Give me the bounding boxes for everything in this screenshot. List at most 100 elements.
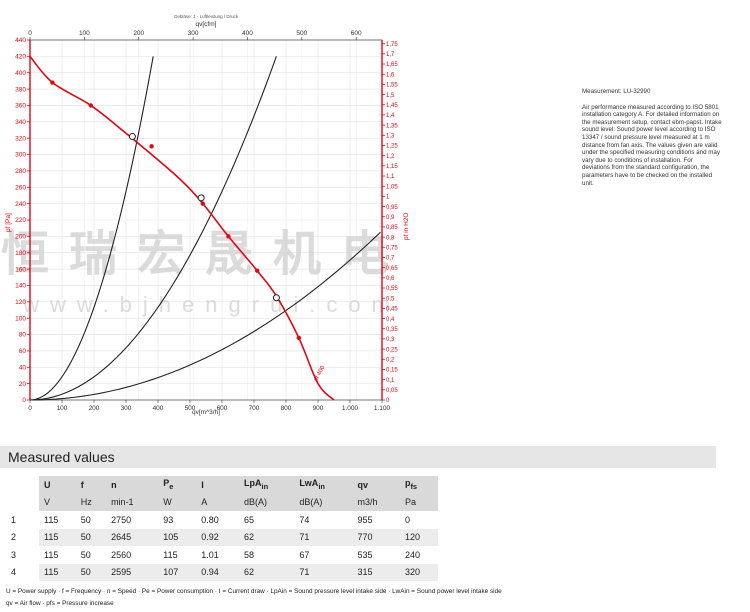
- table-cell: 2750: [111, 514, 132, 525]
- bottom-tick-label: 400: [153, 405, 164, 412]
- bottom-tick-label: 100: [57, 405, 68, 412]
- watermark-chinese: 恒瑞宏晟机电: [1, 226, 409, 282]
- left-tick-label: 20: [19, 381, 27, 388]
- table-row: 1 115 50 2750 93 0.80 65 74 955 0: [6, 511, 438, 529]
- table-cell: 955: [357, 514, 373, 525]
- left-tick-label: 120: [15, 299, 26, 306]
- left-tick-label: 240: [15, 201, 26, 208]
- table-cell: A: [196, 493, 239, 511]
- right-tick-label: 1,35: [386, 123, 398, 129]
- table-cell: 4: [6, 563, 39, 581]
- table-row: 4 115 50 2595 107 0.94 62 71 315 320: [6, 563, 438, 581]
- table-cell: 115: [39, 528, 76, 546]
- right-tick-label: 0,8: [386, 235, 395, 241]
- top-tick-label: 600: [351, 30, 362, 37]
- bottom-axis-title: qv[m^3/h]: [192, 409, 220, 416]
- grid-lines: [29, 39, 383, 401]
- right-tick-label: 0,7: [386, 256, 395, 262]
- system-curve-1: [29, 56, 154, 401]
- right-tick-label: 0,85: [386, 225, 398, 231]
- right-tick-label: 0,1: [386, 378, 395, 384]
- table-cell: 67: [299, 549, 310, 560]
- system-curve-2: [29, 56, 277, 401]
- right-tick-label: 1: [386, 195, 390, 201]
- bottom-tick-label: 200: [89, 405, 100, 412]
- right-tick-label: 1,55: [386, 83, 398, 89]
- table-cell: 93: [163, 514, 174, 525]
- table-cell: qv: [352, 476, 400, 494]
- right-tick-label: 1,25: [386, 144, 398, 150]
- bottom-tick-label: 900: [313, 405, 324, 412]
- table-cell: 0.94: [196, 563, 239, 581]
- right-tick-label: 0,95: [386, 205, 398, 211]
- top-tick-label: 300: [188, 30, 199, 37]
- table-legend-line-1: U = Power supply · f = Frequency · n = S…: [6, 588, 502, 595]
- table-cell: 50: [75, 528, 107, 546]
- operating-point: [197, 194, 205, 202]
- top-axis-title: qv[cfm]: [196, 21, 217, 28]
- right-tick-label: 1,6: [386, 72, 395, 78]
- table-cell: 0.80: [201, 514, 219, 525]
- bottom-tick-label: 500: [185, 405, 196, 412]
- chart-header-text: Gebläse: 1 - Luftleistung / Druck: [174, 14, 239, 19]
- right-tick-label: 0,9: [386, 215, 395, 221]
- table-cell: 240: [404, 549, 420, 560]
- table-cell: 320: [399, 563, 438, 581]
- right-tick-label: 0,6: [386, 276, 395, 282]
- left-tick-label: 220: [15, 217, 26, 224]
- table-cell: LpAin: [238, 476, 295, 494]
- header-symbol: LwA: [299, 478, 319, 489]
- header-symbol: p: [404, 478, 411, 489]
- right-tick-label: 0,3: [386, 337, 395, 343]
- table-cell: 74: [299, 514, 310, 525]
- left-tick-label: 340: [15, 119, 26, 126]
- right-tick-label: 1,75: [386, 42, 398, 48]
- left-tick-label: 100: [15, 315, 26, 322]
- header-symbol: P: [163, 478, 170, 489]
- table-cell: Pe: [158, 476, 197, 494]
- left-tick-label: 400: [15, 70, 26, 77]
- left-tick-label: 360: [15, 103, 26, 110]
- table-cell: I: [196, 476, 239, 494]
- left-tick-label: 60: [19, 348, 27, 355]
- table-row: 3 115 50 2560 115 1.01 58 67 535 240: [6, 546, 438, 564]
- right-tick-label: 1,7: [386, 52, 395, 58]
- bottom-tick-label: 800: [281, 405, 292, 412]
- table-cell: LwAin: [294, 476, 353, 494]
- table-cell: 115: [39, 563, 76, 581]
- right-tick-label: 1,05: [386, 184, 398, 190]
- measurement-title: Measurement: LU-32990: [582, 88, 651, 95]
- fan-curve-marker: [88, 103, 94, 108]
- table-cell: 535: [357, 549, 373, 560]
- fan-curve-marker: [200, 201, 205, 206]
- table-legend-line-2: qv = Air flow · pfs = Pressure increase: [6, 600, 114, 607]
- fan-curve-marker: [50, 80, 55, 85]
- table-cell: V: [39, 493, 76, 511]
- table-cell: 62: [238, 563, 295, 581]
- table-cell: 50: [75, 563, 107, 581]
- top-tick-label: 400: [242, 30, 253, 37]
- table-cell: 115: [44, 549, 59, 560]
- table-cell: Pa: [399, 493, 438, 511]
- operating-point: [128, 133, 136, 141]
- header-subscript: fs: [410, 482, 418, 492]
- table-cell: 71: [294, 528, 353, 546]
- table-cell: 62: [238, 528, 295, 546]
- fan-curve: [29, 55, 335, 401]
- table-cell: 2560: [111, 549, 132, 560]
- measured-values-header: Measured values: [0, 446, 716, 468]
- right-tick-label: 1,3: [386, 133, 395, 139]
- table-cell: 315: [352, 563, 400, 581]
- left-tick-label: 200: [15, 234, 26, 241]
- left-tick-label: 140: [15, 283, 26, 290]
- table-cell: 2645: [106, 528, 159, 546]
- bottom-tick-label: 700: [249, 405, 260, 412]
- fan-curve-marker: [226, 234, 231, 239]
- right-tick-label: 0,75: [386, 245, 398, 251]
- table-cell: pfs: [399, 476, 438, 494]
- table-cell: [6, 493, 39, 511]
- top-tick-label: 200: [133, 30, 144, 37]
- table-cell: W: [158, 493, 197, 511]
- top-tick-label: 0: [28, 30, 32, 37]
- watermark-url: www.bjhengrui.com: [22, 292, 401, 317]
